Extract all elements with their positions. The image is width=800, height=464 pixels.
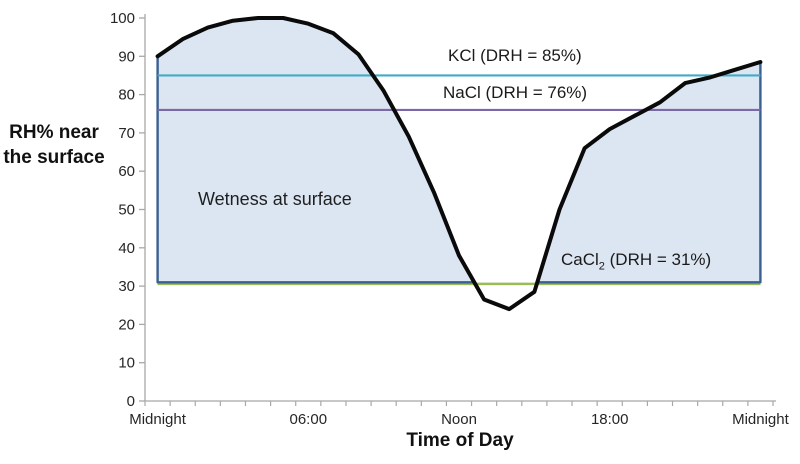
cacl2-label-suffix: (DRH = 31%) <box>604 250 712 269</box>
x-tick-label: Midnight <box>129 411 187 428</box>
y-tick-label: 20 <box>118 316 135 333</box>
y-tick-label: 50 <box>118 202 135 219</box>
nacl-drh-label: NaCl (DRH = 76%) <box>443 83 588 102</box>
y-axis-title-line1: RH% near <box>9 122 99 143</box>
cacl2-drh-label: CaCl2 (DRH = 31%) <box>561 250 711 272</box>
cacl2-label-subscript: 2 <box>598 260 605 273</box>
wetness-area-label: Wetness at surface <box>198 189 352 209</box>
y-axis-title: RH% near the surface <box>0 120 108 170</box>
y-tick-label: 60 <box>118 163 135 180</box>
y-tick-label: 80 <box>118 87 135 104</box>
kcl-drh-label: KCl (DRH = 85%) <box>448 46 582 65</box>
x-tick-label: 06:00 <box>290 411 328 428</box>
y-tick-label: 30 <box>118 278 135 295</box>
y-axis-title-line2: the surface <box>3 147 105 168</box>
y-tick-label: 0 <box>127 393 135 410</box>
y-tick-label: 40 <box>118 240 135 257</box>
y-tick-label: 70 <box>118 125 135 142</box>
x-tick-label: Noon <box>441 411 477 428</box>
y-tick-label: 90 <box>118 48 135 65</box>
y-tick-label: 100 <box>110 10 135 27</box>
rh-curve <box>155 16 763 312</box>
x-tick-label: Midnight <box>732 411 790 428</box>
cacl2-label-prefix: CaCl <box>561 250 599 269</box>
y-tick-label: 10 <box>118 355 135 372</box>
x-axis-title: Time of Day <box>406 430 514 451</box>
x-tick-label: 18:00 <box>591 411 629 428</box>
wetness-fill-left <box>156 16 476 284</box>
